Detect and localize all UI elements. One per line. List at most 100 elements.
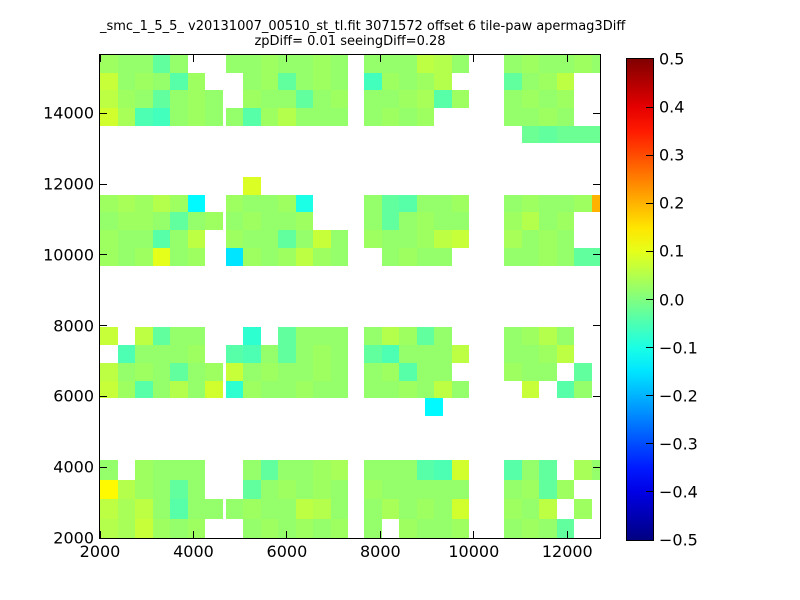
heatmap-cell bbox=[135, 362, 153, 381]
heatmap-cell bbox=[135, 212, 153, 231]
heatmap-cell bbox=[187, 230, 206, 248]
heatmap-cell bbox=[399, 362, 417, 381]
heatmap-cell bbox=[330, 55, 349, 73]
heatmap-cell bbox=[260, 55, 279, 73]
x-tick-label: 6000 bbox=[266, 542, 308, 561]
heatmap-cell bbox=[187, 362, 206, 381]
heatmap-cell bbox=[521, 230, 540, 248]
heatmap-cell bbox=[170, 194, 188, 213]
heatmap-cell bbox=[295, 247, 314, 266]
heatmap-cell bbox=[434, 72, 452, 91]
colorbar-tick-label: 0.0 bbox=[659, 290, 685, 309]
heatmap-cell bbox=[556, 247, 575, 266]
y-tick-right bbox=[593, 325, 600, 327]
heatmap-cell bbox=[205, 90, 223, 109]
heatmap-cell bbox=[152, 345, 171, 363]
heatmap-cell bbox=[243, 90, 261, 109]
colorbar-tick-label: −0.1 bbox=[659, 338, 698, 358]
heatmap-cell bbox=[313, 90, 331, 109]
heatmap-cell bbox=[399, 72, 417, 91]
heatmap-cell bbox=[187, 499, 206, 519]
heatmap-cell bbox=[381, 499, 400, 519]
heatmap-cell bbox=[504, 247, 522, 266]
heatmap-cell bbox=[152, 194, 171, 213]
heatmap-cell bbox=[313, 55, 331, 73]
y-tick-right bbox=[593, 112, 600, 114]
heatmap-cell bbox=[243, 345, 261, 363]
y-tick bbox=[100, 183, 107, 185]
heatmap-cell bbox=[591, 247, 600, 266]
heatmap-cell bbox=[364, 230, 382, 248]
y-tick-label: 6000 bbox=[53, 386, 94, 406]
heatmap-cell bbox=[539, 362, 557, 381]
heatmap-cell bbox=[135, 380, 153, 399]
heatmap-cell bbox=[117, 108, 136, 126]
heatmap-cell bbox=[504, 55, 522, 73]
heatmap-cell bbox=[152, 479, 171, 500]
heatmap-cell bbox=[521, 212, 540, 231]
heatmap-cell bbox=[364, 380, 382, 399]
heatmap-cell bbox=[574, 125, 592, 144]
heatmap-cell bbox=[170, 327, 188, 346]
heatmap-cell bbox=[521, 479, 540, 500]
heatmap-cell bbox=[205, 362, 223, 381]
heatmap-cell bbox=[330, 90, 349, 109]
heatmap-cell bbox=[451, 194, 470, 213]
heatmap-cell bbox=[278, 55, 296, 73]
heatmap-cell bbox=[381, 90, 400, 109]
heatmap-cell bbox=[100, 90, 118, 109]
heatmap-cell bbox=[504, 212, 522, 231]
heatmap-cell bbox=[451, 55, 470, 73]
heatmap-cell bbox=[381, 230, 400, 248]
heatmap-cell bbox=[295, 108, 314, 126]
heatmap-cell bbox=[364, 518, 382, 538]
heatmap-cell bbox=[521, 72, 540, 91]
heatmap-cell bbox=[135, 479, 153, 500]
y-tick-label: 4000 bbox=[53, 457, 94, 477]
heatmap-cell bbox=[117, 518, 136, 538]
heatmap-cell bbox=[434, 380, 452, 399]
heatmap-cell bbox=[170, 230, 188, 248]
heatmap-cell bbox=[313, 345, 331, 363]
heatmap-cell bbox=[399, 108, 417, 126]
heatmap-cell bbox=[117, 194, 136, 213]
heatmap-cell bbox=[399, 212, 417, 231]
heatmap-cell bbox=[100, 518, 118, 538]
heatmap-cell bbox=[187, 212, 206, 231]
heatmap-cell bbox=[152, 499, 171, 519]
heatmap-cell bbox=[295, 194, 314, 213]
plot-title: _smc_1_5_5_ v20131007_00510_st_tl.fit 30… bbox=[100, 19, 626, 34]
heatmap-cell bbox=[434, 499, 452, 519]
heatmap-cell bbox=[313, 72, 331, 91]
heatmap-cell bbox=[313, 499, 331, 519]
heatmap-cell bbox=[521, 460, 540, 480]
heatmap-cell bbox=[539, 518, 557, 538]
y-tick-label: 10000 bbox=[43, 245, 94, 265]
heatmap-cell bbox=[556, 230, 575, 248]
colorbar-tick-label: 0.4 bbox=[659, 97, 685, 117]
heatmap-cell bbox=[330, 247, 349, 266]
heatmap-cell bbox=[521, 125, 540, 144]
heatmap-cell bbox=[416, 230, 435, 248]
heatmap-cell bbox=[416, 362, 435, 381]
heatmap-cell bbox=[295, 55, 314, 73]
heatmap-cell bbox=[399, 499, 417, 519]
heatmap-cell bbox=[170, 518, 188, 538]
heatmap-cell bbox=[330, 72, 349, 91]
heatmap-cell bbox=[100, 247, 118, 266]
heatmap-cell bbox=[434, 362, 452, 381]
heatmap-cell bbox=[295, 380, 314, 399]
heatmap-cell bbox=[170, 479, 188, 500]
heatmap-cell bbox=[243, 380, 261, 399]
heatmap-cell bbox=[416, 108, 435, 126]
heatmap-cell bbox=[364, 194, 382, 213]
heatmap-cell bbox=[330, 327, 349, 346]
heatmap-cell bbox=[187, 90, 206, 109]
heatmap-cell bbox=[170, 108, 188, 126]
heatmap-cell bbox=[135, 230, 153, 248]
heatmap-cell bbox=[381, 460, 400, 480]
heatmap-cell bbox=[416, 479, 435, 500]
heatmap-cell bbox=[278, 362, 296, 381]
heatmap-cell bbox=[205, 380, 223, 399]
